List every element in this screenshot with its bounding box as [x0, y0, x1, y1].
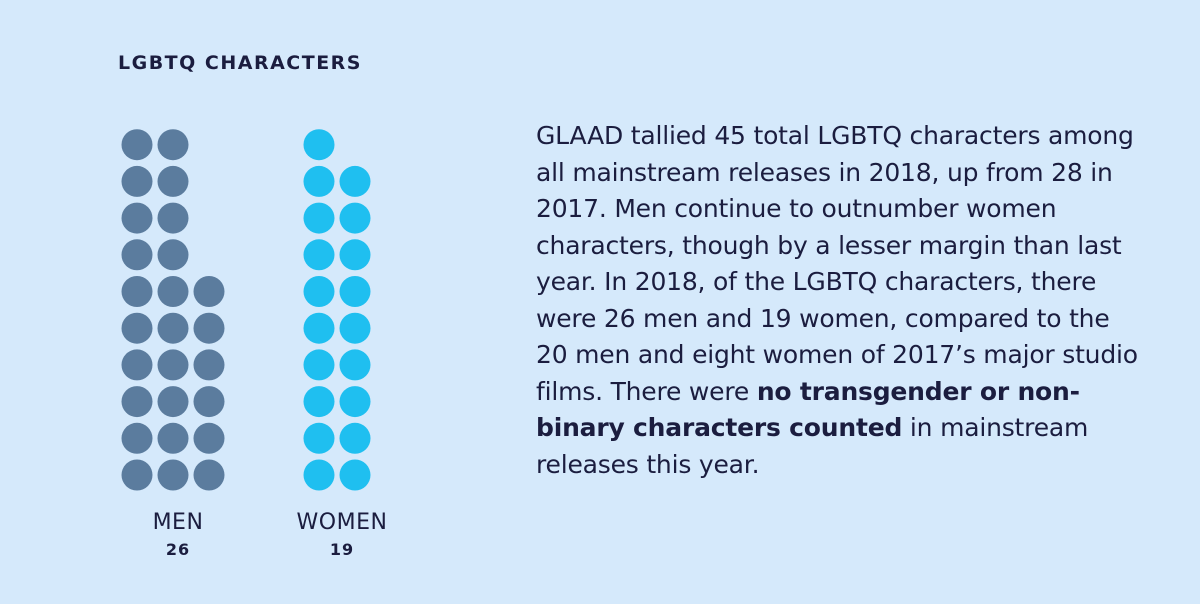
men-dot-6 — [121, 386, 153, 418]
women-dot-1 — [339, 459, 371, 491]
description-text-2: in mainstream releases this year. — [536, 413, 1089, 479]
dot-matrix-chart — [121, 129, 371, 491]
women-dot-15 — [339, 202, 371, 234]
women-dot-9 — [339, 312, 371, 344]
men-dot-20 — [121, 202, 153, 234]
women-dot-10 — [303, 276, 335, 307]
men-dot-1 — [157, 459, 189, 491]
women-dot-17 — [339, 165, 371, 197]
men-dot-25 — [157, 129, 189, 161]
men-dot-14 — [193, 312, 225, 344]
women-dot-11 — [339, 276, 371, 307]
men-dot-3 — [121, 422, 153, 454]
men-dot-4 — [157, 422, 189, 454]
women-dot-18 — [303, 129, 335, 161]
men-dot-0 — [121, 459, 153, 491]
women-value: 19 — [329, 540, 355, 559]
men-dot-16 — [157, 276, 189, 307]
men-dot-9 — [121, 349, 153, 381]
men-dot-23 — [157, 165, 189, 197]
men-dot-7 — [157, 386, 189, 418]
women-dot-0 — [303, 459, 335, 491]
women-dot-16 — [303, 165, 335, 197]
men-dot-8 — [193, 386, 225, 418]
women-label: WOMEN — [296, 510, 388, 535]
men-dot-10 — [157, 349, 189, 381]
women-dot-13 — [339, 239, 371, 271]
women-dot-14 — [303, 202, 335, 234]
women-dot-5 — [339, 386, 371, 418]
women-dot-2 — [303, 422, 335, 454]
women-dot-6 — [303, 349, 335, 381]
men-dot-5 — [193, 422, 225, 454]
men-dot-24 — [121, 129, 153, 161]
men-value: 26 — [165, 540, 191, 559]
description-text-1: GLAAD tallied 45 total LGBTQ characters … — [536, 121, 1138, 406]
men-dot-2 — [193, 459, 225, 491]
men-label: MEN — [152, 510, 204, 535]
men-dot-13 — [157, 312, 189, 344]
women-dot-7 — [339, 349, 371, 381]
chart-title: LGBTQ CHARACTERS — [118, 52, 362, 74]
men-dot-21 — [157, 202, 189, 234]
women-dot-4 — [303, 386, 335, 418]
description-bold-text: no transgender or non-binary characters … — [536, 376, 1080, 443]
men-dot-17 — [193, 276, 225, 307]
men-dot-12 — [121, 312, 153, 344]
description-paragraph: GLAAD tallied 45 total LGBTQ characters … — [536, 118, 1146, 483]
men-dot-19 — [157, 239, 189, 271]
women-dot-3 — [339, 422, 371, 454]
men-dot-18 — [121, 239, 153, 271]
men-dot-22 — [121, 165, 153, 197]
women-dot-8 — [303, 312, 335, 344]
men-dot-15 — [121, 276, 153, 307]
women-dot-12 — [303, 239, 335, 271]
men-dot-11 — [193, 349, 225, 381]
